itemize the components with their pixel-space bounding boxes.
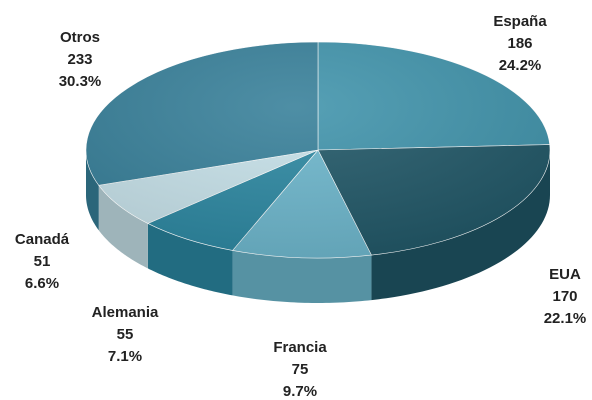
slice-count: 55 (117, 326, 134, 343)
slice-label: Canadá (15, 231, 70, 248)
slice-percent: 6.6% (25, 275, 59, 292)
slice-label: Otros (60, 29, 100, 46)
slice-percent: 9.7% (283, 383, 317, 400)
slice-count: 75 (292, 361, 309, 378)
slice-side (371, 150, 550, 301)
slice-label: Francia (273, 339, 327, 356)
slice-side (232, 250, 372, 303)
slice-percent: 24.2% (499, 57, 542, 74)
slice-count: 170 (552, 288, 577, 305)
slice-percent: 7.1% (108, 348, 142, 365)
slice-label: España (493, 13, 547, 30)
slice-count: 186 (507, 35, 532, 52)
slice-count: 51 (34, 253, 51, 270)
slice-label: EUA (549, 266, 581, 283)
slice-percent: 22.1% (544, 310, 587, 327)
slice-label: Alemania (92, 304, 159, 321)
slice-percent: 30.3% (59, 73, 102, 90)
slice-count: 233 (67, 51, 92, 68)
